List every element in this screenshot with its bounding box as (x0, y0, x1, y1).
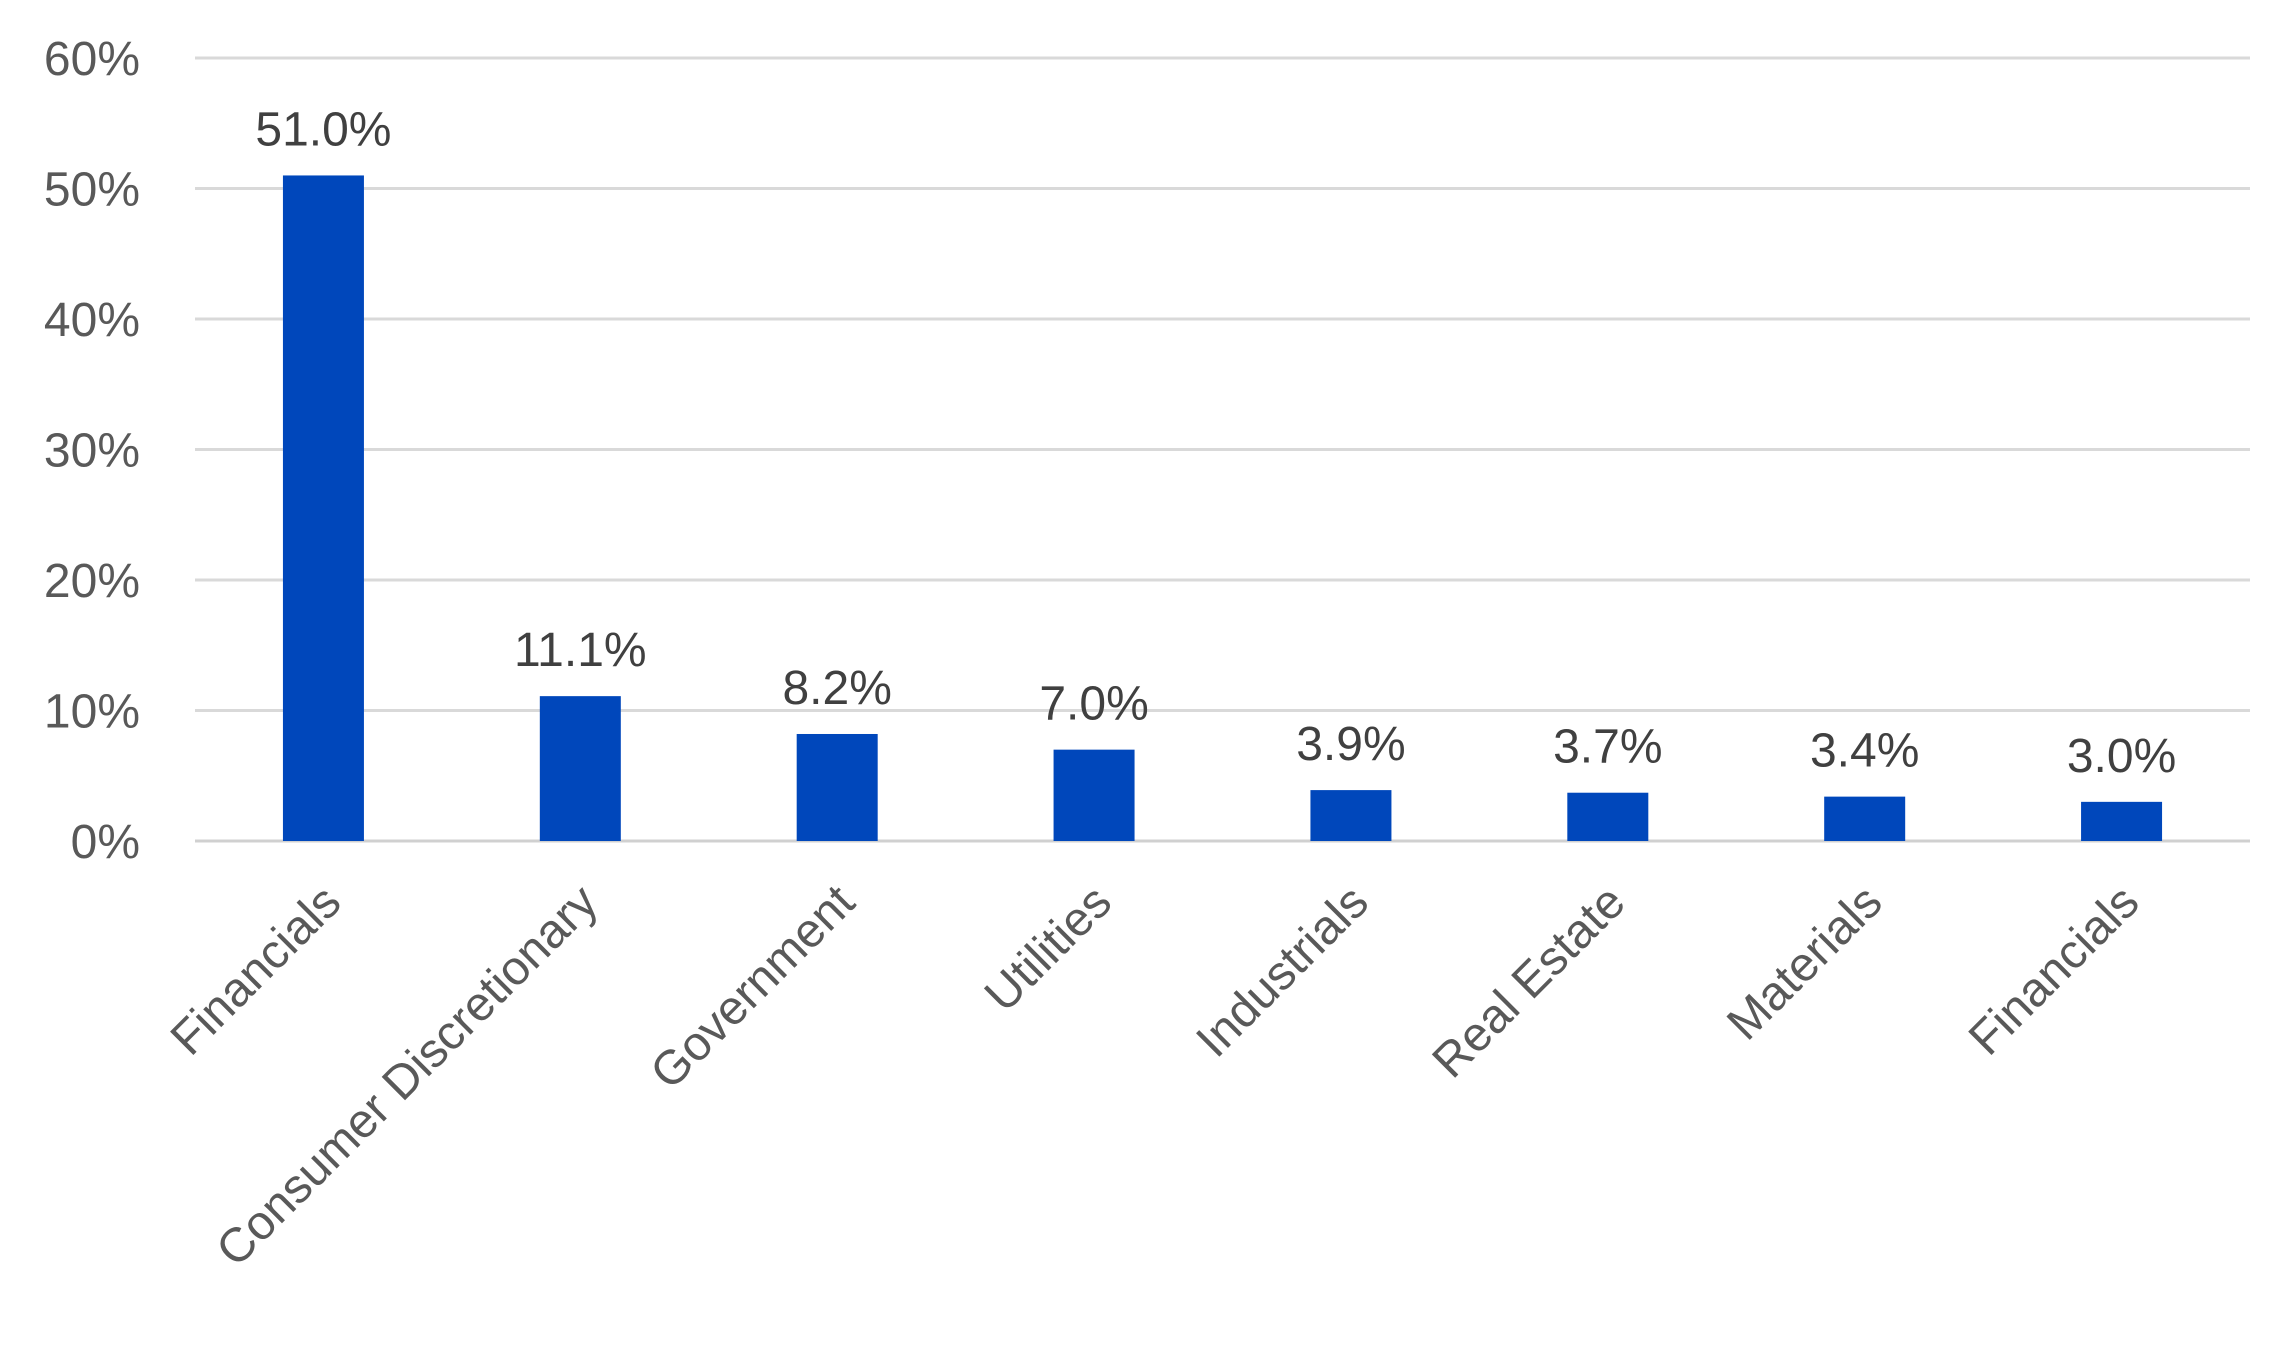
y-tick-label: 0% (71, 816, 140, 869)
bar (282, 175, 364, 841)
x-tick-label: Utilities (975, 875, 1122, 1022)
bars (282, 175, 2163, 841)
y-tick-label: 20% (44, 555, 140, 608)
data-label: 3.9% (1296, 718, 1405, 771)
data-label: 3.0% (2067, 730, 2176, 783)
bar (1310, 790, 1392, 841)
x-tick-label: Financials (1959, 875, 2149, 1065)
bar (2081, 801, 2163, 841)
x-tick-label: Materials (1717, 875, 1892, 1050)
bar (1053, 749, 1135, 841)
data-label: 3.7% (1553, 721, 1662, 774)
bar (796, 733, 878, 841)
y-tick-label: 30% (44, 425, 140, 478)
x-tick-label: Industrials (1187, 875, 1379, 1067)
bar (1824, 796, 1906, 841)
data-label: 8.2% (782, 662, 891, 715)
y-tick-label: 10% (44, 686, 140, 739)
y-tick-label: 50% (44, 164, 140, 217)
data-label: 51.0% (255, 103, 391, 156)
data-label: 7.0% (1039, 678, 1148, 731)
x-tick-label: Real Estate (1423, 875, 1636, 1088)
y-tick-label: 60% (44, 33, 140, 86)
gridlines (195, 56, 2250, 843)
bar (1567, 792, 1649, 841)
x-tick-label: Government (641, 875, 865, 1099)
data-label: 3.4% (1810, 725, 1919, 778)
data-label: 11.1% (514, 624, 647, 677)
x-tick-label: Financials (161, 875, 351, 1065)
bar (539, 696, 621, 841)
y-axis-tick-labels: 0% 10% 20% 30% 40% 50% 60% (44, 33, 140, 869)
y-tick-label: 40% (44, 294, 140, 347)
data-labels: 51.0% 11.1% 8.2% 7.0% 3.9% 3.7% 3.4% 3.0% (255, 103, 2176, 782)
